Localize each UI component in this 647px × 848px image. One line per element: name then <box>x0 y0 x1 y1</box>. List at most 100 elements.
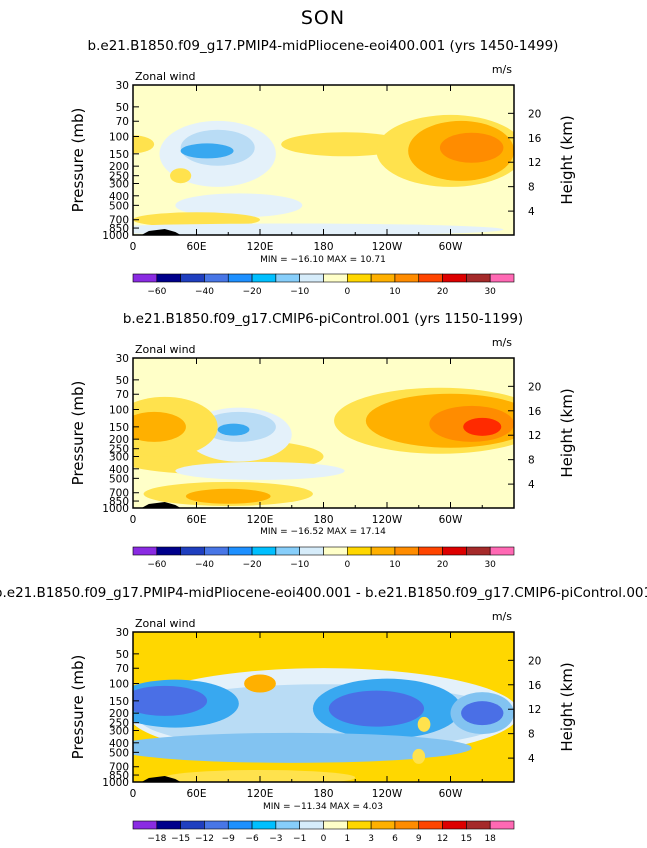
colorbar-swatch <box>394 546 420 556</box>
colorbar-swatch <box>323 546 348 556</box>
topography <box>141 776 181 782</box>
colorbar-label: −60 <box>147 287 166 297</box>
colorbar-swatch <box>347 273 372 283</box>
height-tick-label: 8 <box>528 729 535 741</box>
colorbar-swatch <box>442 820 467 830</box>
colorbar-swatch <box>275 546 300 556</box>
colorbar-swatch <box>204 273 229 283</box>
chart-panel-1: b.e21.B1850.f09_g17.PMIP4-midPliocene-eo… <box>69 38 576 297</box>
height-tick-label: 12 <box>528 157 541 169</box>
y-tick-label: 850 <box>109 496 129 508</box>
x-tick-label: 60W <box>439 788 463 800</box>
y-tick-label: 70 <box>116 116 129 128</box>
y-tick-label: 50 <box>116 102 129 114</box>
y-tick-label: 500 <box>109 200 129 212</box>
colorbar-label: −15 <box>171 834 190 844</box>
y-tick-label: 200 <box>109 434 129 446</box>
topography <box>141 229 181 235</box>
panel-title: b.e21.B1850.f09_g17.CMIP6-piControl.001 … <box>123 311 523 327</box>
chart-panel-3: b.e21.B1850.f09_g17.PMIP4-midPliocene-eo… <box>0 585 647 844</box>
contour-region <box>328 690 425 727</box>
height-tick-label: 20 <box>528 381 541 393</box>
contour-field <box>133 632 514 782</box>
y-tick-label: 200 <box>109 708 129 720</box>
x-tick-label: 60E <box>187 241 207 253</box>
colorbar-label: −40 <box>195 287 214 297</box>
colorbar-label: 15 <box>461 834 472 844</box>
colorbar-swatch <box>489 546 515 556</box>
right-axis-title: Height (km) <box>558 662 576 751</box>
x-tick-label: 180 <box>313 241 333 253</box>
y-tick-label: 400 <box>109 464 129 476</box>
colorbar-swatch <box>347 546 372 556</box>
colorbar-swatch <box>299 273 324 283</box>
y-tick-label: 30 <box>116 353 129 365</box>
x-tick-label: 60W <box>439 514 463 526</box>
colorbar-swatch <box>418 820 443 830</box>
y-tick-label: 700 <box>109 762 129 774</box>
colorbar-label: −10 <box>290 287 309 297</box>
colorbar-swatch <box>466 273 491 283</box>
height-tick-label: 20 <box>528 655 541 667</box>
colorbar-swatch <box>323 820 348 830</box>
colorbar-swatch <box>156 273 181 283</box>
colorbar-swatch <box>299 820 324 830</box>
contour-region <box>133 135 155 154</box>
y-tick-label: 400 <box>109 738 129 750</box>
colorbar-swatch <box>204 546 229 556</box>
height-tick-label: 16 <box>528 680 542 692</box>
colorbar-swatch <box>132 820 158 830</box>
colorbar-swatch <box>489 273 515 283</box>
colorbar-label: 6 <box>392 834 398 844</box>
colorbar-swatch <box>275 273 300 283</box>
colorbar-label: 9 <box>416 834 422 844</box>
field-label: Zonal wind <box>135 343 196 356</box>
x-tick-label: 60E <box>187 788 207 800</box>
contour-region <box>461 701 504 726</box>
height-tick-label: 16 <box>528 406 542 418</box>
y-tick-label: 700 <box>109 215 129 227</box>
colorbar-swatch <box>227 820 253 830</box>
colorbar-swatch <box>418 546 443 556</box>
colorbar-label: 3 <box>368 834 374 844</box>
colorbar-label: −3 <box>269 834 282 844</box>
y-axis-title: Pressure (mb) <box>69 655 87 760</box>
height-tick-label: 12 <box>528 704 541 716</box>
colorbar-swatch <box>180 546 205 556</box>
season-title: SON <box>301 7 345 29</box>
contour-region <box>417 716 431 732</box>
y-tick-label: 400 <box>109 191 129 203</box>
height-tick-label: 4 <box>528 206 535 218</box>
contour-region <box>244 674 276 693</box>
contour-region <box>412 748 426 764</box>
y-tick-label: 200 <box>109 161 129 173</box>
min-max-label: MIN = −16.52 MAX = 17.14 <box>260 527 386 537</box>
contour-region <box>133 411 186 442</box>
y-tick-label: 300 <box>109 451 129 463</box>
contour-region <box>133 223 504 235</box>
colorbar-swatch <box>156 820 181 830</box>
contour-region <box>175 461 345 480</box>
colorbar-swatch <box>370 820 396 830</box>
y-tick-label: 500 <box>109 747 129 759</box>
height-tick-label: 12 <box>528 430 541 442</box>
colorbar-label: 0 <box>344 560 350 570</box>
colorbar: −60 −40 −20 −10 0 10 20 30 <box>132 546 515 570</box>
height-tick-label: 8 <box>528 182 535 194</box>
y-tick-label: 250 <box>109 171 129 183</box>
contour-region <box>185 488 271 504</box>
colorbar-swatch <box>180 820 205 830</box>
field-label: Zonal wind <box>135 70 196 83</box>
y-tick-label: 500 <box>109 473 129 485</box>
colorbar-swatch <box>394 820 420 830</box>
y-tick-label: 30 <box>116 627 129 639</box>
x-tick-label: 120W <box>372 514 403 526</box>
right-axis-title: Height (km) <box>558 388 576 477</box>
topography <box>141 502 181 508</box>
height-tick-label: 20 <box>528 108 541 120</box>
contour-region <box>217 423 250 436</box>
colorbar-label: −18 <box>147 834 166 844</box>
colorbar-swatch <box>323 273 348 283</box>
contour-region <box>180 143 234 159</box>
